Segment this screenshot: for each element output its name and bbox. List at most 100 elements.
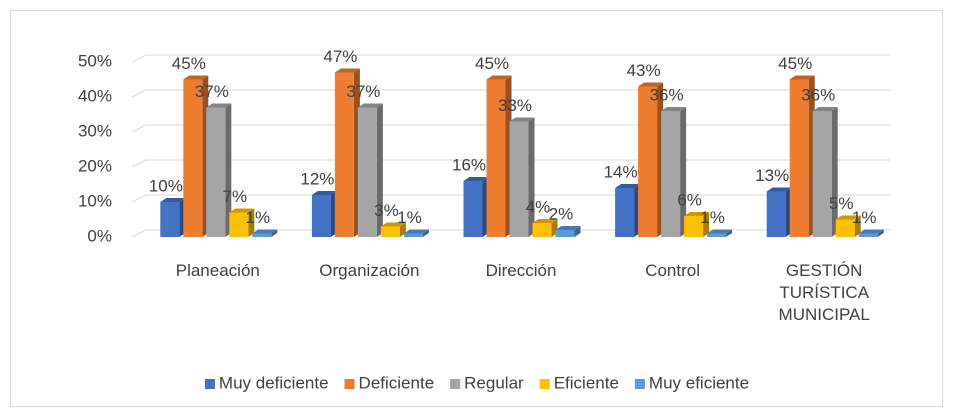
data-label: 33% xyxy=(498,96,532,115)
legend-label: Muy eficiente xyxy=(649,373,749,392)
data-label: 37% xyxy=(195,82,229,101)
bar-side xyxy=(703,212,710,237)
bar-top xyxy=(252,229,278,234)
bar-side xyxy=(248,208,255,237)
bar-top xyxy=(486,75,512,80)
data-label: 36% xyxy=(801,85,835,104)
data-label: 1% xyxy=(852,208,877,227)
data-label: 1% xyxy=(397,208,422,227)
legend-label: Muy deficiente xyxy=(219,373,329,392)
bar xyxy=(206,107,226,237)
bar-side xyxy=(271,229,278,237)
y-tick-label: 50% xyxy=(78,51,112,70)
bar-side xyxy=(854,215,861,237)
bar xyxy=(707,233,727,237)
bar xyxy=(160,202,180,237)
y-tick-label: 10% xyxy=(78,191,112,210)
x-tick-label: Organización xyxy=(319,261,420,280)
bar xyxy=(229,212,249,237)
bar-side xyxy=(831,107,838,237)
bar-top xyxy=(229,208,255,213)
bar xyxy=(684,216,704,237)
bar-top xyxy=(661,107,687,111)
grid-line-depth xyxy=(131,124,147,133)
data-label: 7% xyxy=(223,187,248,206)
legend-swatch xyxy=(634,379,645,389)
bar-top xyxy=(684,212,710,216)
bar-top xyxy=(615,184,641,188)
bar-top xyxy=(789,75,815,80)
y-tick-label: 30% xyxy=(78,121,112,140)
y-tick-label: 0% xyxy=(87,226,112,245)
data-label: 45% xyxy=(475,54,509,73)
bar-top xyxy=(555,226,581,230)
data-label: 5% xyxy=(829,194,854,213)
legend-swatch xyxy=(344,379,355,389)
bar xyxy=(858,233,878,237)
data-label: 37% xyxy=(346,82,380,101)
x-tick-label: Control xyxy=(645,261,700,280)
data-label: 36% xyxy=(650,85,684,104)
data-label: 13% xyxy=(755,166,789,185)
bar-top xyxy=(509,117,535,122)
legend-label: Eficiente xyxy=(554,373,619,392)
data-label: 6% xyxy=(677,190,702,209)
bar xyxy=(509,121,529,237)
bar xyxy=(252,233,272,237)
bar-top xyxy=(160,198,186,202)
data-label: 14% xyxy=(604,162,638,181)
bar xyxy=(835,219,855,237)
bar xyxy=(812,111,832,237)
data-label: 10% xyxy=(149,176,183,195)
data-label: 12% xyxy=(300,169,334,188)
bar-side xyxy=(376,103,383,237)
legend-swatch xyxy=(450,379,461,389)
bar xyxy=(661,111,681,237)
bar-top xyxy=(403,229,429,234)
data-label: 16% xyxy=(452,155,486,174)
x-tick-label: GESTIÓN TURÍSTICA MUNICIPAL xyxy=(778,261,870,324)
legend-label: Deficiente xyxy=(359,373,435,392)
data-label: 47% xyxy=(323,47,357,66)
bar-top xyxy=(532,219,558,223)
legend-label: Regular xyxy=(464,373,524,392)
bar xyxy=(183,79,203,237)
grid-line-depth xyxy=(131,194,147,203)
legend-swatch xyxy=(539,379,550,389)
bar-side xyxy=(877,229,884,237)
bar xyxy=(403,233,423,237)
bar-side xyxy=(528,117,535,237)
data-label: 45% xyxy=(172,54,206,73)
grid-line-depth xyxy=(131,54,147,63)
grid-line-depth xyxy=(131,89,147,98)
bar xyxy=(615,188,635,237)
bar xyxy=(766,191,786,237)
grid-line-depth xyxy=(131,159,147,168)
bar-top xyxy=(835,215,861,220)
bar-top xyxy=(766,187,792,192)
data-label: 4% xyxy=(526,197,551,216)
bar-top xyxy=(357,103,383,108)
bar-top xyxy=(206,103,232,108)
bar xyxy=(532,223,552,237)
x-tick-label: Dirección xyxy=(485,261,557,280)
y-tick-label: 40% xyxy=(78,86,112,105)
bar-top xyxy=(311,191,337,195)
bar xyxy=(486,79,506,237)
bar xyxy=(789,79,809,237)
data-label: 45% xyxy=(778,54,812,73)
bar-side xyxy=(225,103,232,237)
y-tick-label: 20% xyxy=(78,156,112,175)
bar xyxy=(334,72,354,237)
bar-top xyxy=(334,68,360,73)
bar-top xyxy=(638,82,664,87)
x-tick-label: Planeación xyxy=(175,261,260,280)
bar xyxy=(311,195,331,237)
bar xyxy=(357,107,377,237)
bar-side xyxy=(680,107,687,237)
bar-top xyxy=(463,177,489,181)
grid-line-depth xyxy=(131,229,147,238)
data-label: 2% xyxy=(549,204,574,223)
